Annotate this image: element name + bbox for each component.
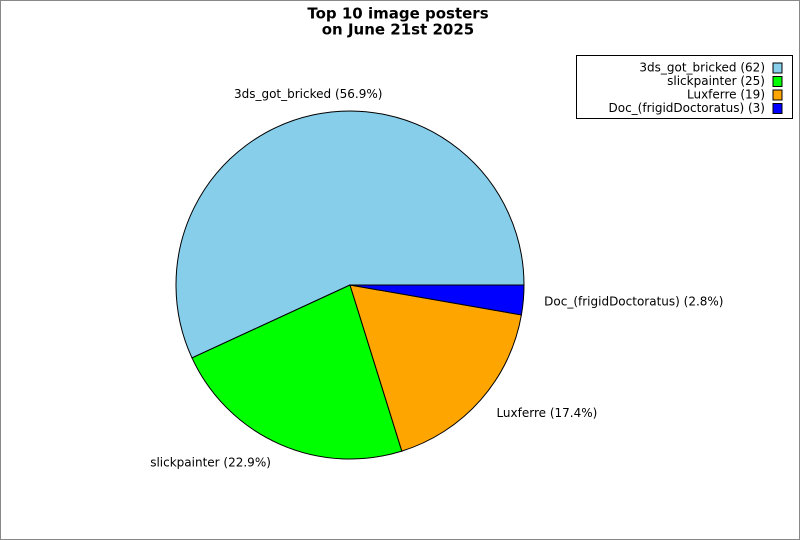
pie-slice <box>349 284 522 452</box>
legend-label: 3ds_got_bricked (62) <box>639 61 765 75</box>
slice-label: Luxferre (17.4%) <box>496 406 597 420</box>
chart-title: on June 21st 2025 <box>322 21 474 39</box>
legend-label: slickpainter (25) <box>667 74 765 88</box>
legend-label: Luxferre (19) <box>687 88 765 102</box>
legend-swatch <box>772 76 783 87</box>
legend-swatch <box>772 103 783 114</box>
legend-box <box>576 55 793 119</box>
pie-slice <box>175 110 525 359</box>
slice-label: Doc_(frigidDoctoratus) (2.8%) <box>544 294 723 308</box>
slice-label: 3ds_got_bricked (56.9%) <box>234 87 382 101</box>
chart-title: Top 10 image posters <box>307 5 488 23</box>
pie-slice <box>349 284 525 316</box>
legend-swatch <box>772 62 783 74</box>
pie-slice <box>191 284 403 460</box>
legend-swatch <box>772 89 783 101</box>
slice-label: slickpainter (22.9%) <box>150 456 271 470</box>
legend-label: Doc_(frigidDoctoratus) (3) <box>609 101 766 115</box>
